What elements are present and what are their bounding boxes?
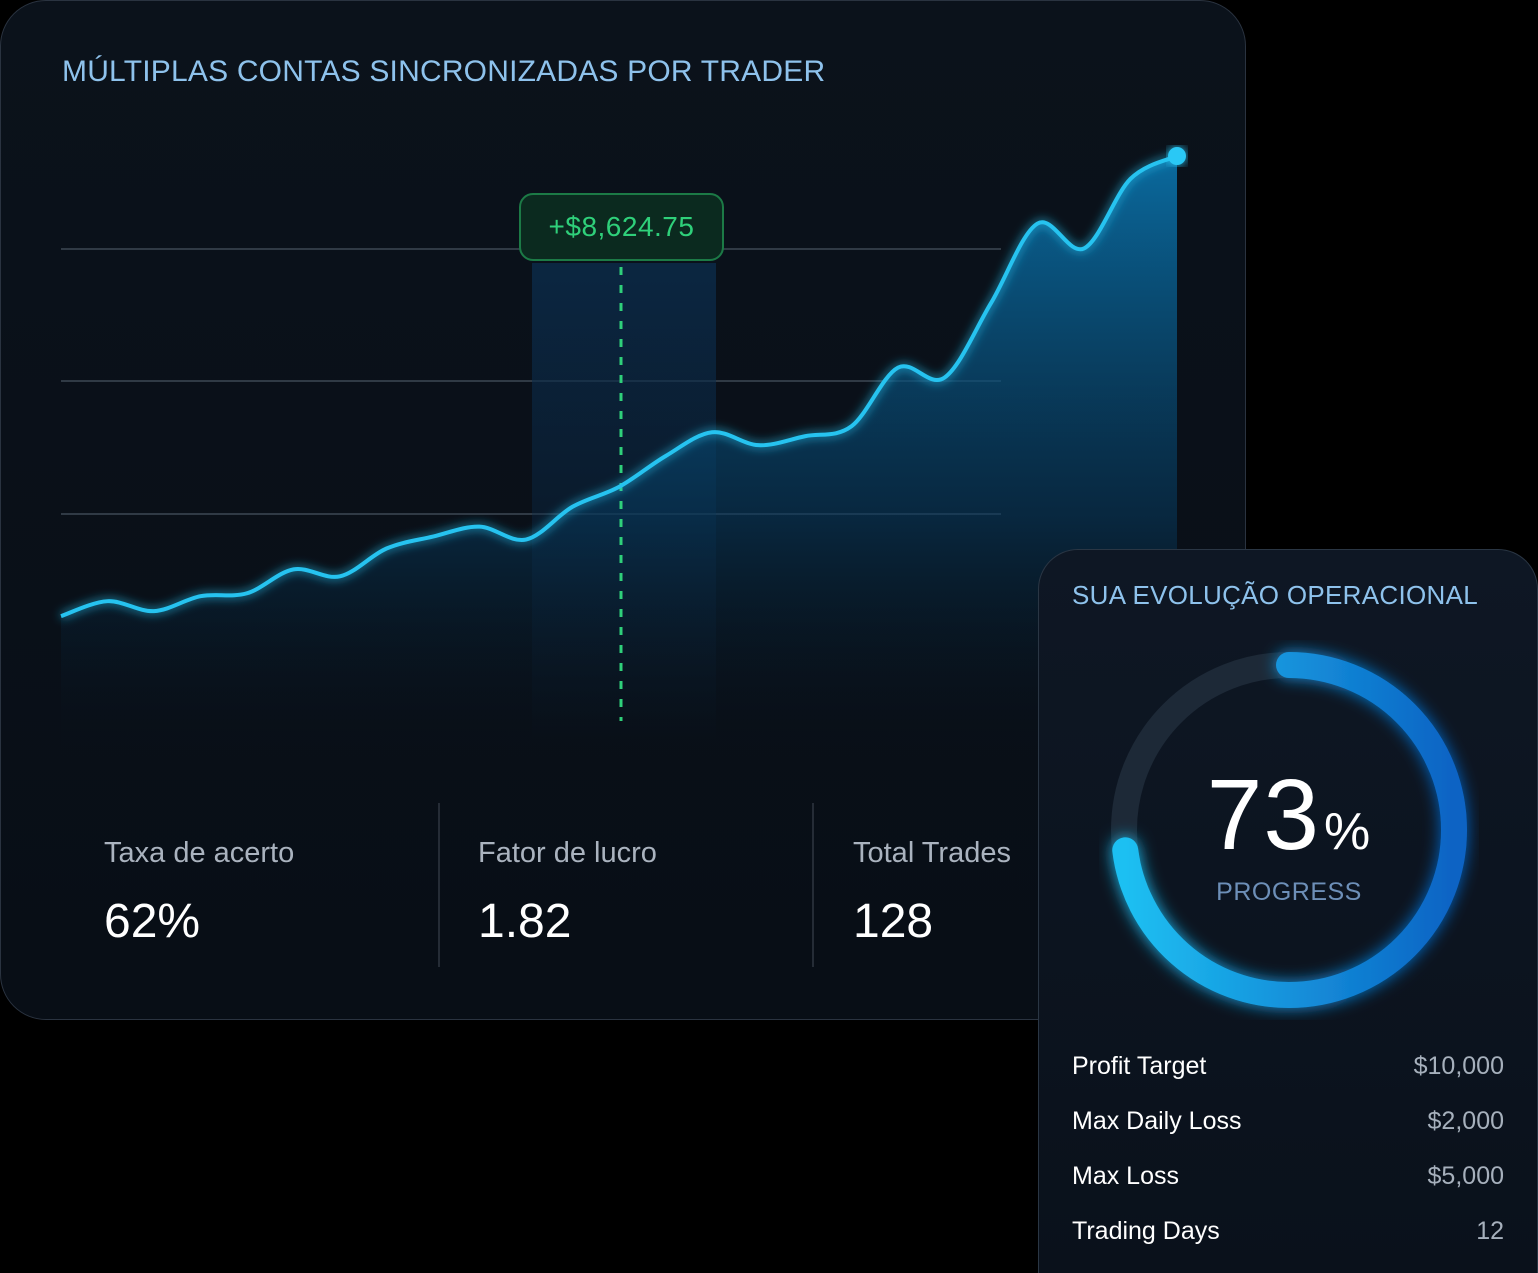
stat-value: 128 (853, 895, 934, 948)
rule-row-max-daily-loss: Max Daily Loss $2,000 (1072, 1101, 1504, 1141)
progress-ring-fill (1111, 652, 1467, 1008)
progress-percent-sign: % (1323, 803, 1372, 861)
progress-card-title: SUA EVOLUÇÃO OPERACIONAL (1072, 580, 1478, 610)
stat-win-rate: Taxa de acerto 62% (104, 837, 294, 949)
stat-value: 1.82 (478, 895, 572, 948)
equity-area (61, 156, 1177, 761)
rule-value: $10,000 (1413, 1052, 1504, 1080)
rule-value: 12 (1476, 1217, 1504, 1245)
panel-title: MÚLTIPLAS CONTAS SINCRONIZADAS POR TRADE… (62, 55, 826, 88)
stat-value: 62% (104, 895, 201, 948)
progress-card: SUA EVOLUÇÃO OPERACIONAL 73% PROGRESS Pr… (1038, 549, 1538, 1273)
progress-value: 73% (1039, 758, 1537, 873)
rule-label: Max Daily Loss (1072, 1107, 1242, 1135)
rule-label: Profit Target (1072, 1052, 1207, 1080)
rule-label: Max Loss (1072, 1162, 1179, 1190)
equity-chart (60, 147, 1186, 761)
rule-row-profit-target: Profit Target $10,000 (1072, 1046, 1504, 1086)
progress-label: PROGRESS (1216, 878, 1362, 906)
divider (812, 803, 814, 967)
equity-end-point (1168, 147, 1186, 165)
rule-row-trading-days: Trading Days 12 (1072, 1211, 1504, 1251)
stat-label: Fator de lucro (478, 837, 657, 869)
rule-label: Trading Days (1072, 1217, 1220, 1245)
progress-number: 73 (1206, 759, 1320, 871)
divider (438, 803, 440, 967)
progress-ring (1111, 652, 1467, 1008)
stat-profit-factor: Fator de lucro 1.82 (478, 837, 657, 949)
rule-value: $2,000 (1427, 1107, 1504, 1135)
equity-line (60, 154, 1178, 618)
rule-value: $5,000 (1427, 1162, 1504, 1190)
rule-row-max-loss: Max Loss $5,000 (1072, 1156, 1504, 1196)
stat-label: Taxa de acerto (104, 837, 295, 869)
value-tooltip: +$8,624.75 (519, 193, 724, 261)
stat-label: Total Trades (853, 837, 1011, 869)
equity-chart-card: MÚLTIPLAS CONTAS SINCRONIZADAS POR TRADE… (0, 0, 1246, 1020)
stat-total-trades: Total Trades 128 (853, 837, 1011, 949)
